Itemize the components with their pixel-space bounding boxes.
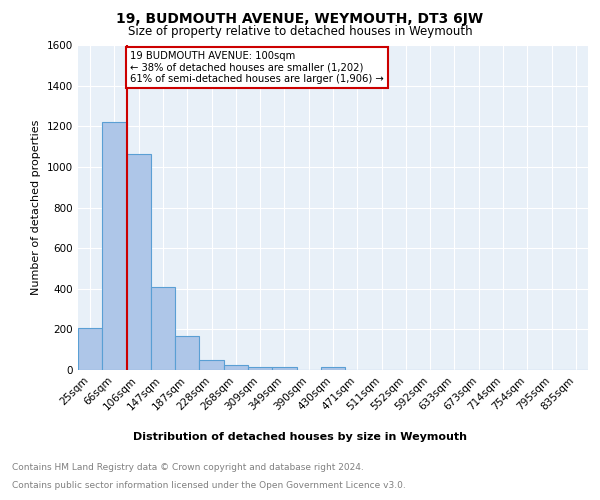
Text: Contains HM Land Registry data © Crown copyright and database right 2024.: Contains HM Land Registry data © Crown c… — [12, 464, 364, 472]
Bar — [272, 367, 296, 370]
Bar — [321, 367, 345, 370]
Text: 19, BUDMOUTH AVENUE, WEYMOUTH, DT3 6JW: 19, BUDMOUTH AVENUE, WEYMOUTH, DT3 6JW — [116, 12, 484, 26]
Bar — [248, 367, 272, 370]
Bar — [199, 360, 224, 370]
Text: Size of property relative to detached houses in Weymouth: Size of property relative to detached ho… — [128, 25, 472, 38]
Text: Contains public sector information licensed under the Open Government Licence v3: Contains public sector information licen… — [12, 481, 406, 490]
Bar — [102, 122, 127, 370]
Bar — [175, 336, 199, 370]
Y-axis label: Number of detached properties: Number of detached properties — [31, 120, 41, 295]
Bar — [78, 328, 102, 370]
Text: Distribution of detached houses by size in Weymouth: Distribution of detached houses by size … — [133, 432, 467, 442]
Bar — [127, 154, 151, 370]
Text: 19 BUDMOUTH AVENUE: 100sqm
← 38% of detached houses are smaller (1,202)
61% of s: 19 BUDMOUTH AVENUE: 100sqm ← 38% of deta… — [130, 50, 384, 84]
Bar — [151, 286, 175, 370]
Bar — [224, 365, 248, 370]
